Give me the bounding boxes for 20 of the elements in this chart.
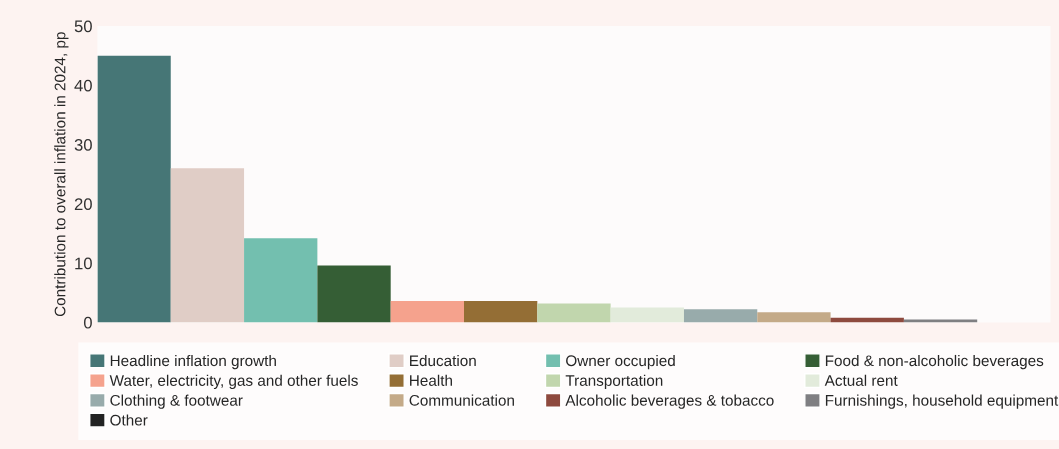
y-tick-label: 30 [74,138,92,151]
legend-label: Transportation [565,374,663,389]
y-tick-label: 40 [74,79,92,92]
legend-label: Health [410,374,452,386]
y-tick-label: 0 [83,316,92,329]
y-tick-label: 20 [74,198,92,211]
y-axis-title: Contribution to overall inflation in 2024, pp [54,32,69,317]
legend-label: Other [110,414,148,426]
legend-label: Communication [409,394,514,406]
legend-label: Food & non-alcoholic beverages [825,354,1044,370]
legend-label: Clothing & footwear [110,394,243,409]
legend-label: Owner occupied [566,354,675,370]
y-tick-label: 50 [74,20,92,33]
y-tick-label: 10 [75,257,92,270]
legend-label: Alcoholic beverages & tobacco [565,394,774,409]
legend-label: Headline inflation growth [110,354,276,370]
legend-label: Water, electricity, gas and other fuels [109,374,358,389]
legend-label: Education [410,354,476,367]
legend-label: Actual rent [824,374,898,386]
legend-label: Furnishings, household equipment [825,394,1059,409]
